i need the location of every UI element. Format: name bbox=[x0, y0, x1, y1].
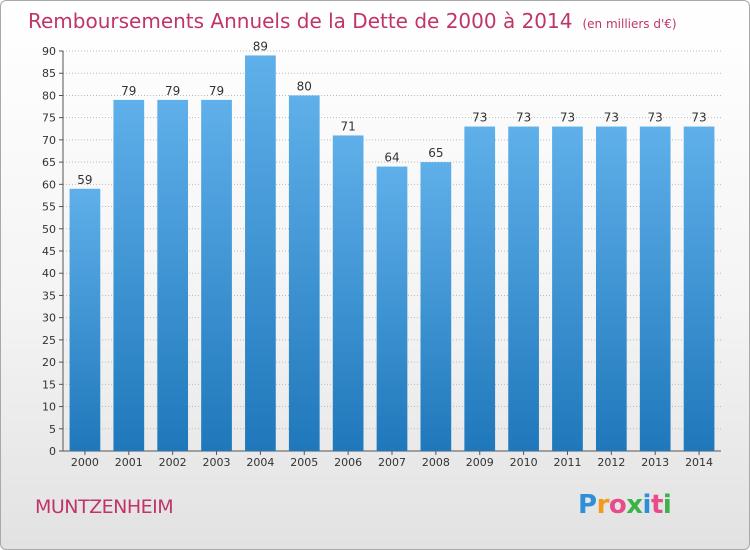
bar-2011 bbox=[552, 126, 583, 452]
bar-2005 bbox=[288, 95, 320, 451]
y-tick-label: 70 bbox=[42, 134, 56, 147]
data-label-2000: 59 bbox=[77, 173, 92, 187]
x-tick-label-2001: 2001 bbox=[115, 456, 143, 469]
data-label-2007: 64 bbox=[384, 151, 399, 165]
bar-2007 bbox=[376, 166, 408, 452]
x-tick-label-2010: 2010 bbox=[510, 456, 538, 469]
data-label-2002: 79 bbox=[165, 84, 180, 98]
y-tick-label: 45 bbox=[42, 245, 56, 258]
logo-letter: o bbox=[608, 490, 627, 520]
x-tick-label-2014: 2014 bbox=[685, 456, 713, 469]
commune-name: MUNTZENHEIM bbox=[35, 496, 174, 518]
y-tick-label: 15 bbox=[42, 378, 56, 391]
bar-2013 bbox=[639, 126, 671, 452]
y-tick-label: 85 bbox=[42, 67, 56, 80]
chart-title: Remboursements Annuels de la Dette de 20… bbox=[28, 9, 677, 33]
bar-2012 bbox=[595, 126, 627, 452]
data-label-2006: 71 bbox=[340, 119, 355, 133]
bar-2002 bbox=[157, 99, 189, 451]
x-tick-label-2004: 2004 bbox=[246, 456, 274, 469]
x-tick-label-2006: 2006 bbox=[334, 456, 362, 469]
x-tick-label-2003: 2003 bbox=[203, 456, 231, 469]
chart-unit: (en milliers d'€) bbox=[582, 17, 677, 31]
data-label-2003: 79 bbox=[209, 84, 224, 98]
bar-2004 bbox=[245, 55, 276, 451]
logo-letter: x bbox=[626, 490, 643, 520]
data-label-2001: 79 bbox=[121, 84, 136, 98]
chart-title-text: Remboursements Annuels de la Dette de 20… bbox=[28, 9, 573, 33]
x-tick-label-2007: 2007 bbox=[378, 456, 406, 469]
data-label-2004: 89 bbox=[253, 39, 268, 53]
y-tick-label: 60 bbox=[42, 178, 56, 191]
bar-2001 bbox=[113, 99, 145, 451]
bar-2010 bbox=[508, 126, 539, 452]
x-tick-label-2013: 2013 bbox=[641, 456, 669, 469]
bar-2006 bbox=[332, 135, 364, 451]
data-label-2010: 73 bbox=[516, 111, 531, 125]
x-tick-label-2011: 2011 bbox=[553, 456, 581, 469]
x-tick-label-2008: 2008 bbox=[422, 456, 450, 469]
y-tick-label: 25 bbox=[42, 334, 56, 347]
x-tick-label-2002: 2002 bbox=[159, 456, 187, 469]
y-tick-label: 90 bbox=[42, 45, 56, 58]
y-tick-label: 0 bbox=[49, 445, 56, 458]
bar-2009 bbox=[464, 126, 496, 452]
data-label-2011: 73 bbox=[560, 111, 575, 125]
bar-2014 bbox=[683, 126, 715, 452]
x-tick-label-2009: 2009 bbox=[466, 456, 494, 469]
data-label-2008: 65 bbox=[428, 146, 443, 160]
data-label-2009: 73 bbox=[472, 111, 487, 125]
y-tick-label: 40 bbox=[42, 267, 56, 280]
y-tick-label: 35 bbox=[42, 289, 56, 302]
y-tick-label: 20 bbox=[42, 356, 56, 369]
logo-letter: i bbox=[662, 490, 672, 520]
y-tick-label: 5 bbox=[49, 423, 56, 436]
x-tick-label-2005: 2005 bbox=[290, 456, 318, 469]
y-tick-label: 50 bbox=[42, 223, 56, 236]
data-label-2014: 73 bbox=[691, 111, 706, 125]
bar-2003 bbox=[201, 99, 232, 451]
bar-2008 bbox=[420, 162, 452, 451]
y-tick-label: 55 bbox=[42, 201, 56, 214]
y-tick-label: 30 bbox=[42, 312, 56, 325]
data-label-2005: 80 bbox=[297, 79, 312, 93]
logo-letter: t bbox=[650, 490, 663, 520]
y-tick-label: 10 bbox=[42, 401, 56, 414]
y-tick-label: 80 bbox=[42, 89, 56, 102]
logo-letter: r bbox=[596, 490, 610, 520]
data-label-2013: 73 bbox=[648, 111, 663, 125]
logo-letter: i bbox=[642, 490, 652, 520]
x-tick-label-2000: 2000 bbox=[71, 456, 99, 469]
bar-2000 bbox=[69, 188, 101, 451]
x-tick-label-2012: 2012 bbox=[597, 456, 625, 469]
data-label-2012: 73 bbox=[604, 111, 619, 125]
y-tick-label: 65 bbox=[42, 156, 56, 169]
proxiti-logo: Proxiti bbox=[578, 490, 672, 520]
y-tick-label: 75 bbox=[42, 112, 56, 125]
logo-letter: P bbox=[578, 490, 597, 520]
